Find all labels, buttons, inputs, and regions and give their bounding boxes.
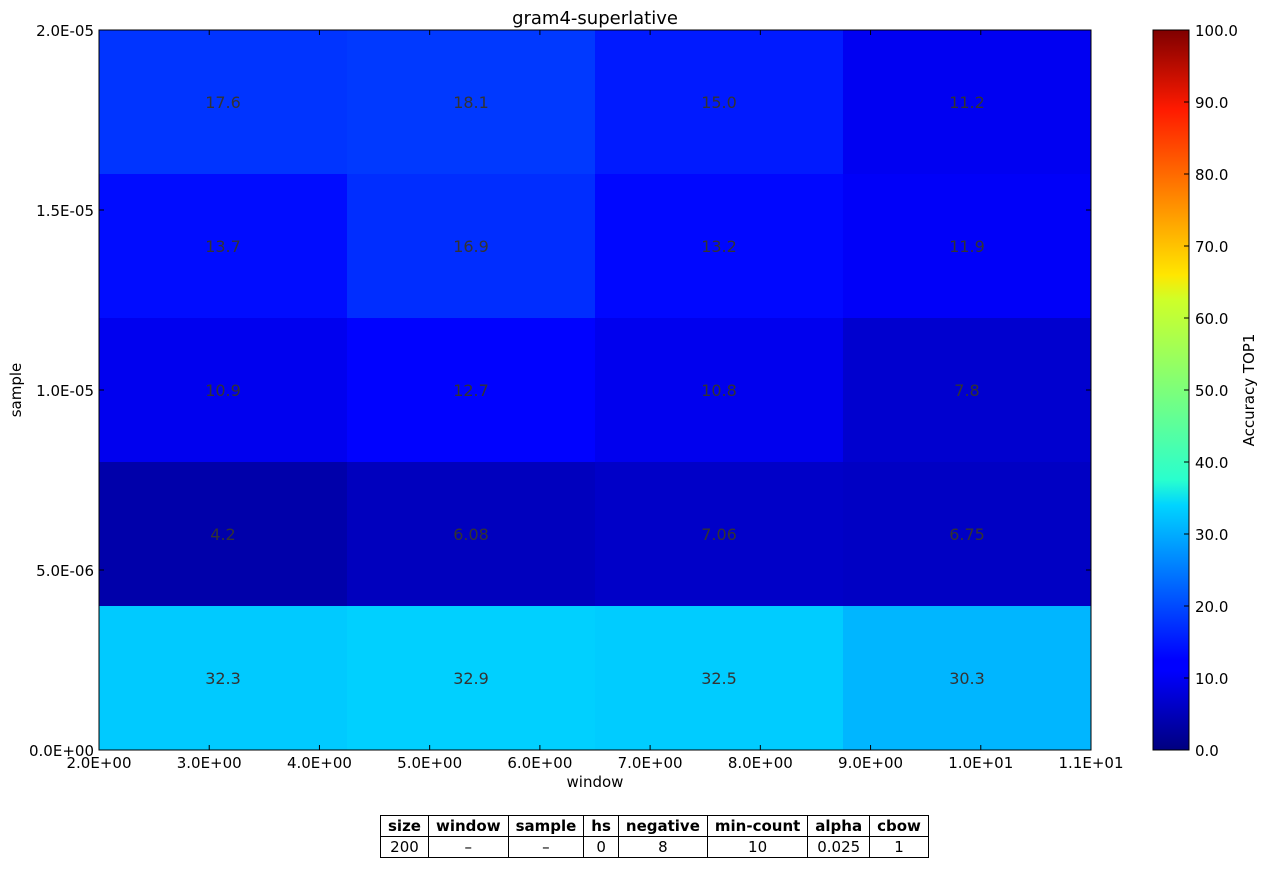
param-value-alpha: 0.025 (807, 836, 871, 858)
heatmap-cell (347, 606, 596, 751)
param-header-min-count: min-count (706, 815, 809, 837)
param-header-sample: sample (507, 815, 585, 837)
cell-value-label: 7.06 (701, 525, 737, 544)
heatmap-cell (595, 462, 844, 607)
x-tick-label: 7.0E+00 (618, 754, 683, 772)
y-tick-label: 5.0E-06 (36, 562, 94, 580)
cell-value-label: 32.9 (453, 669, 489, 688)
x-tick-label: 8.0E+00 (728, 754, 793, 772)
heatmap-cell (595, 174, 844, 319)
heatmap-cell (843, 606, 1092, 751)
parameters-value-row: 200– –0 8 10 0.025 1 (380, 836, 929, 858)
colorbar-tick-label: 80.0 (1195, 166, 1228, 184)
cell-value-label: 10.8 (701, 381, 737, 400)
heatmap-cell (99, 318, 348, 463)
param-value-window: – (427, 836, 509, 858)
cell-value-label: 32.3 (205, 669, 241, 688)
heatmap-chart: gram4-superlative 17.6 18.1 15.0 11.2 13.7 16… (7, 8, 1258, 791)
cell-value-label: 32.5 (701, 669, 737, 688)
heatmap-cell (347, 318, 596, 463)
colorbar-tick-label: 10.0 (1195, 670, 1228, 688)
heatmap-cell (595, 30, 844, 175)
parameters-table: size window sample hs negative min-count alpha… (380, 815, 929, 858)
colorbar-label: Accuracy TOP1 (1240, 334, 1258, 447)
cell-value-label: 15.0 (701, 93, 737, 112)
param-value-min-count: 10 (706, 836, 809, 858)
colorbar-tick-label: 50.0 (1195, 382, 1228, 400)
heatmap-cell (595, 318, 844, 463)
param-header-size: size (380, 815, 429, 837)
cell-value-label: 7.8 (954, 381, 979, 400)
cell-value-label: 13.2 (701, 237, 737, 256)
cell-value-label: 16.9 (453, 237, 489, 256)
cell-value-label: 11.2 (949, 93, 985, 112)
x-tick-label: 6.0E+00 (507, 754, 572, 772)
x-tick-label: 1.0E+01 (948, 754, 1013, 772)
heatmap-cell (843, 30, 1092, 175)
colorbar-tick-label: 0.0 (1195, 742, 1219, 760)
cell-value-label: 6.08 (453, 525, 489, 544)
colorbar-tick-label: 40.0 (1195, 454, 1228, 472)
heatmap-cell (347, 174, 596, 319)
x-tick-label: 5.0E+00 (397, 754, 462, 772)
cell-value-label: 30.3 (949, 669, 985, 688)
cell-value-label: 11.9 (949, 237, 985, 256)
y-tick-label: 0.0E+00 (29, 742, 94, 760)
y-tick-label: 2.0E-05 (36, 22, 94, 40)
colorbar-tick-label: 20.0 (1195, 598, 1228, 616)
param-value-sample: – (507, 836, 585, 858)
cell-value-label: 17.6 (205, 93, 241, 112)
heatmap-cell (99, 174, 348, 319)
heatmap-cell (99, 462, 348, 607)
y-axis-label: sample (7, 363, 25, 418)
param-header-negative: negative (617, 815, 708, 837)
cell-value-label: 10.9 (205, 381, 241, 400)
parameters-header-row: size window sample hs negative min-count alpha… (380, 815, 929, 837)
param-value-hs: 0 (583, 836, 619, 858)
heatmap-cell (843, 462, 1092, 607)
x-tick-label: 2.0E+00 (67, 754, 132, 772)
heatmap-cell (347, 462, 596, 607)
cell-value-label: 18.1 (453, 93, 489, 112)
cell-value-label: 12.7 (453, 381, 489, 400)
cell-value-label: 4.2 (210, 525, 235, 544)
param-value-cbow: 1 (869, 836, 929, 858)
param-header-alpha: alpha (807, 815, 871, 837)
x-tick-label: 9.0E+00 (838, 754, 903, 772)
param-header-window: window (427, 815, 509, 837)
x-tick-label: 4.0E+00 (287, 754, 352, 772)
colorbar-tick-label: 90.0 (1195, 94, 1228, 112)
colorbar-tick-label: 70.0 (1195, 238, 1228, 256)
chart-title: gram4-superlative (512, 8, 678, 29)
colorbar-tick-label: 30.0 (1195, 526, 1228, 544)
heatmap-cell (347, 30, 596, 175)
heatmap-cell (843, 174, 1092, 319)
param-value-size: 200 (380, 836, 429, 858)
cell-value-label: 6.75 (949, 525, 985, 544)
cell-value-label: 13.7 (205, 237, 241, 256)
colorbar-tick-label: 100.0 (1195, 22, 1238, 40)
y-tick-label: 1.0E-05 (36, 382, 94, 400)
param-value-negative: 8 (617, 836, 708, 858)
param-header-cbow: cbow (869, 815, 929, 837)
heatmap-cell (99, 30, 348, 175)
heatmap-cell (99, 606, 348, 751)
colorbar (1152, 29, 1190, 751)
param-header-hs: hs (583, 815, 619, 837)
x-axis-label: window (567, 773, 624, 791)
colorbar-tick-label: 60.0 (1195, 310, 1228, 328)
heatmap-cell (843, 318, 1092, 463)
heatmap-cell (595, 606, 844, 751)
x-tick-label: 3.0E+00 (177, 754, 242, 772)
x-tick-label: 1.1E+01 (1059, 754, 1124, 772)
y-tick-label: 1.5E-05 (36, 202, 94, 220)
